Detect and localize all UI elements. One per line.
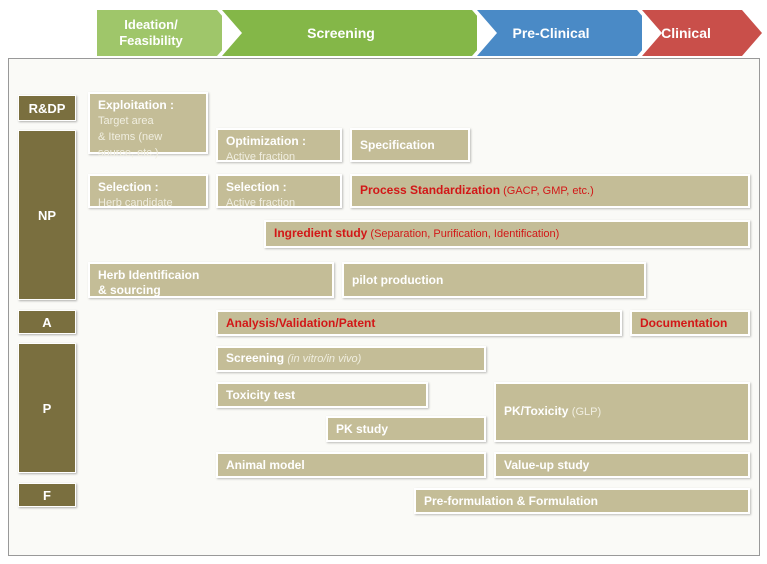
- box-pk-study: PK study: [326, 416, 486, 442]
- sidebar-p: P: [18, 343, 76, 473]
- arrow-ideation: Ideation/Feasibility: [97, 10, 217, 56]
- arrow-label: Screening: [307, 25, 375, 42]
- sidebar-f: F: [18, 483, 76, 507]
- box-screening: Screening (in vitro/in vivo): [216, 346, 486, 372]
- arrow-screening: Screening: [222, 10, 472, 56]
- box-specification: Specification: [350, 128, 470, 162]
- arrow-preclinical: Pre-Clinical: [477, 10, 637, 56]
- box-toxicity: Toxicity test: [216, 382, 428, 408]
- sidebar-a: A: [18, 310, 76, 334]
- box-value-up: Value-up study: [494, 452, 750, 478]
- box-selection-herb: Selection : Herb candidate: [88, 174, 208, 208]
- box-pk-toxicity: PK/Toxicity (GLP): [494, 382, 750, 442]
- arrow-label: Ideation/Feasibility: [119, 17, 183, 48]
- sidebar-rdp: R&DP: [18, 95, 76, 121]
- box-analysis: Analysis/Validation/Patent: [216, 310, 622, 336]
- box-selection-fraction: Selection : Active fraction: [216, 174, 342, 208]
- box-optimization: Optimization : Active fraction: [216, 128, 342, 162]
- box-ingredient-study: Ingredient study (Separation, Purificati…: [264, 220, 750, 248]
- box-process-standardization: Process Standardization (GACP, GMP, etc.…: [350, 174, 750, 208]
- box-preformulation: Pre-formulation & Formulation: [414, 488, 750, 514]
- arrow-label: Clinical: [661, 25, 711, 42]
- box-exploitation: Exploitation : Target area & Items (new …: [88, 92, 208, 154]
- box-herb-identification: Herb Identificaion & sourcing: [88, 262, 334, 298]
- box-documentation: Documentation: [630, 310, 750, 336]
- arrow-clinical: Clinical: [642, 10, 742, 56]
- box-pilot-production: pilot production: [342, 262, 646, 298]
- box-animal-model: Animal model: [216, 452, 486, 478]
- arrow-label: Pre-Clinical: [512, 25, 589, 42]
- phase-arrows: Ideation/Feasibility Screening Pre-Clini…: [0, 10, 767, 58]
- sidebar-np: NP: [18, 130, 76, 300]
